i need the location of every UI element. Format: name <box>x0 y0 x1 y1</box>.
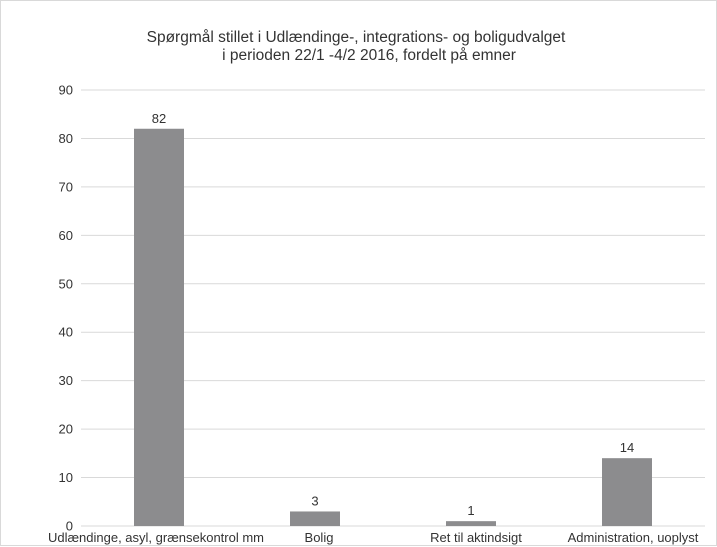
bar-1 <box>134 128 184 526</box>
data-label: 14 <box>620 440 634 455</box>
y-tick-label: 40 <box>59 325 73 340</box>
chart-title: Spørgmål stillet i Udlændinge-, integrat… <box>147 29 566 64</box>
y-axis-tick-labels: 0 10 20 30 40 50 60 70 80 90 <box>59 83 73 534</box>
category-label: Udlændinge, asyl, grænsekontrol mm <box>48 530 264 545</box>
y-tick-label: 30 <box>59 373 73 388</box>
y-tick-label: 10 <box>59 470 73 485</box>
y-tick-label: 20 <box>59 422 73 437</box>
bar-4 <box>602 458 652 526</box>
data-labels: 82 3 1 14 <box>152 111 634 518</box>
data-label: 3 <box>311 493 318 508</box>
chart-title-line-1: Spørgmål stillet i Udlændinge-, integrat… <box>147 29 566 46</box>
y-tick-label: 50 <box>59 276 73 291</box>
y-tick-label: 90 <box>59 83 73 98</box>
chart-title-line-2: i perioden 22/1 -4/2 2016, fordelt på em… <box>222 47 516 64</box>
bar-2 <box>290 511 340 526</box>
y-tick-label: 0 <box>66 519 73 534</box>
y-tick-label: 60 <box>59 228 73 243</box>
gridlines <box>81 89 705 527</box>
category-label: Ret til aktindsigt <box>430 530 522 545</box>
data-label: 82 <box>152 111 166 126</box>
bar-3 <box>446 521 496 526</box>
data-label: 1 <box>467 503 474 518</box>
bars <box>134 128 652 526</box>
y-tick-label: 70 <box>59 179 73 194</box>
category-label: Bolig <box>305 530 334 545</box>
x-axis-category-labels: Udlændinge, asyl, grænsekontrol mm Bolig R… <box>48 530 699 545</box>
y-tick-label: 80 <box>59 131 73 146</box>
category-label: Administration, uoplyst <box>568 530 699 545</box>
